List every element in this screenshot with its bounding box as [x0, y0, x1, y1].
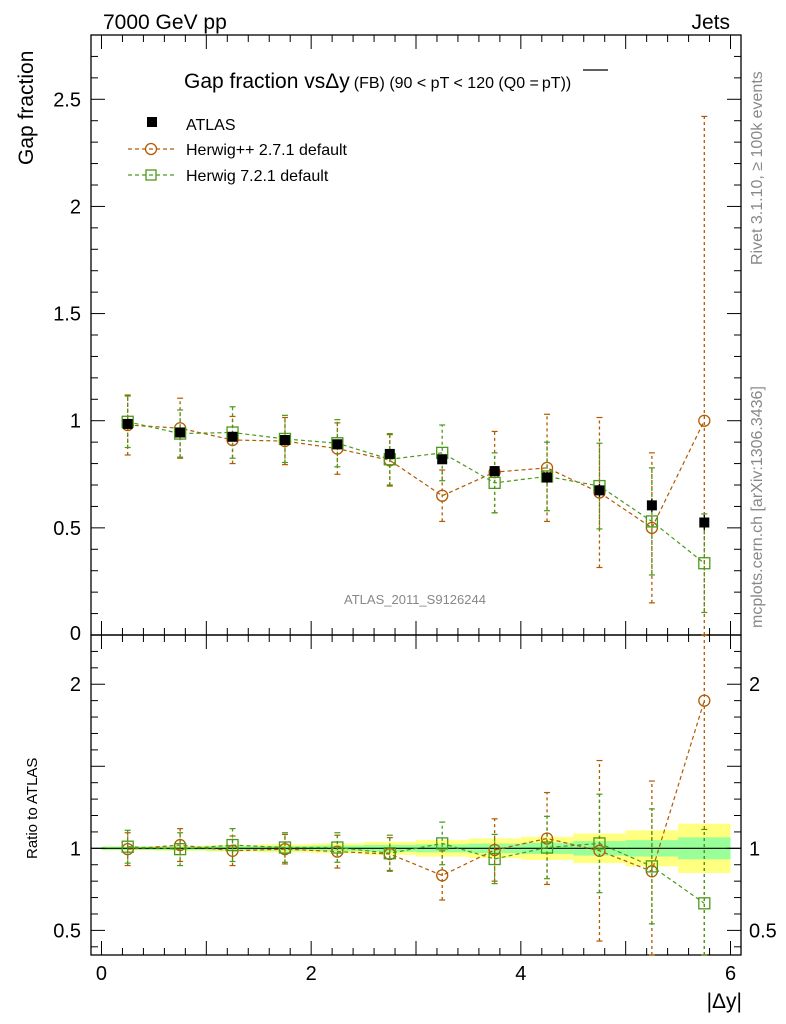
ratio-panel: 0 2 4 6 0.5 0.5 1 1 2 2: [53, 634, 777, 985]
ratio-xtick-label: 0: [96, 963, 107, 985]
main-herwig7-line: [127, 421, 705, 564]
title-sub: (FB) (90 < pT < 120 (Q0 =: [354, 75, 539, 92]
main-atlas-point: [542, 472, 553, 483]
mcplots-label: mcplots.cern.ch [arXiv:1306.3436]: [749, 386, 766, 628]
rivet-label: Rivet 3.1.10, ≥ 100k events: [749, 71, 766, 265]
main-herwigpp-point: [698, 414, 711, 427]
ratio-herwig7-point: [173, 843, 187, 856]
legend-marker-herwigpp: [144, 142, 158, 156]
ratio-herwig7-point: [121, 840, 134, 853]
main-atlas-point: [489, 466, 500, 477]
main-atlas-point: [227, 431, 238, 442]
legend-label-herwig7: Herwig 7.2.1 default: [186, 168, 329, 185]
main-atlas-point: [594, 485, 605, 496]
ratio-herwig7-point: [278, 841, 292, 854]
chart-title: Gap fraction vsΔy (FB) (90 < pT < 120 (Q0…: [184, 70, 571, 93]
ratio-ylabel: Ratio to ATLAS: [24, 758, 41, 859]
main-ytick-label: 1: [70, 411, 81, 433]
legend-label-atlas: ATLAS: [186, 117, 236, 134]
ratio-herwig7-point: [383, 847, 396, 860]
main-atlas-point: [279, 435, 290, 445]
legend-label-herwigpp: Herwig++ 2.7.1 default: [186, 142, 348, 159]
ratio-herwig7-point: [540, 841, 554, 854]
ratio-herwig7-point: [226, 838, 239, 852]
ratio-frame: [90, 634, 742, 956]
ratio-ytick-label-right: 1: [749, 838, 760, 860]
ratio-ytick-label-right: 0.5: [749, 920, 777, 942]
ratio-herwig7-point: [593, 837, 606, 850]
main-herwigpp-point: [436, 489, 449, 502]
ratio-herwig7-line: [127, 842, 705, 904]
ratio-herwig7-point: [488, 852, 501, 866]
ratio-herwigpp-point: [488, 843, 501, 857]
main-atlas-point: [437, 454, 448, 465]
title-main: Gap fraction vsΔy: [184, 70, 350, 93]
main-herwig7-point: [645, 515, 659, 528]
ratio-herwig7-point: [436, 837, 449, 850]
legend-marker-atlas: [147, 117, 157, 127]
main-ytick-label-zero: 0: [70, 623, 81, 645]
main-ytick-label: 2: [70, 196, 81, 218]
header-right: Jets: [691, 11, 730, 34]
ratio-ytick-label: 0.5: [53, 920, 81, 942]
ratio-herwig7-point: [645, 860, 659, 873]
main-herwigpp-point: [645, 521, 659, 535]
ratio-xtick-label: 6: [725, 963, 736, 985]
main-atlas-point: [122, 418, 133, 429]
legend: ATLAS Herwig++ 2.7.1 default Herwig 7.2.…: [128, 117, 348, 185]
title-end: )): [561, 75, 572, 92]
header-left: 7000 GeV pp: [103, 11, 227, 34]
ratio-herwigpp-point: [436, 869, 449, 882]
main-atlas-point: [175, 427, 186, 438]
title-over: pT: [542, 75, 561, 92]
main-ytick-label: 1.5: [53, 304, 81, 326]
main-atlas-point: [646, 500, 657, 511]
ratio-herwig7-point: [331, 841, 344, 854]
main-atlas-point: [384, 448, 395, 459]
main-herwigpp-line: [127, 420, 705, 529]
ratio-ytick-label: 2: [70, 674, 81, 696]
ratio-herwig7-point: [698, 897, 711, 910]
ratio-xtick-label: 4: [515, 963, 526, 985]
ratio-xtick-label: 2: [306, 963, 317, 985]
main-herwig7-point: [698, 557, 711, 570]
main-ytick-label: 2.5: [53, 89, 81, 111]
legend-marker-herwig7: [145, 169, 157, 181]
main-herwig7-point: [488, 476, 501, 490]
main-ylabel: Gap fraction: [15, 51, 38, 165]
analysis-watermark: ATLAS_2011_S9126244: [344, 592, 486, 607]
ratio-ytick-label: 1: [70, 838, 81, 860]
ratio-herwigpp-point: [698, 694, 711, 707]
x-axis-label: |Δy|: [707, 990, 742, 1013]
ratio-ytick-label-right: 2: [749, 674, 760, 696]
main-ytick-label: 0.5: [53, 518, 81, 540]
main-atlas-point: [332, 439, 343, 450]
main-atlas-point: [699, 517, 710, 528]
ratio-herwigpp-point: [540, 832, 554, 845]
